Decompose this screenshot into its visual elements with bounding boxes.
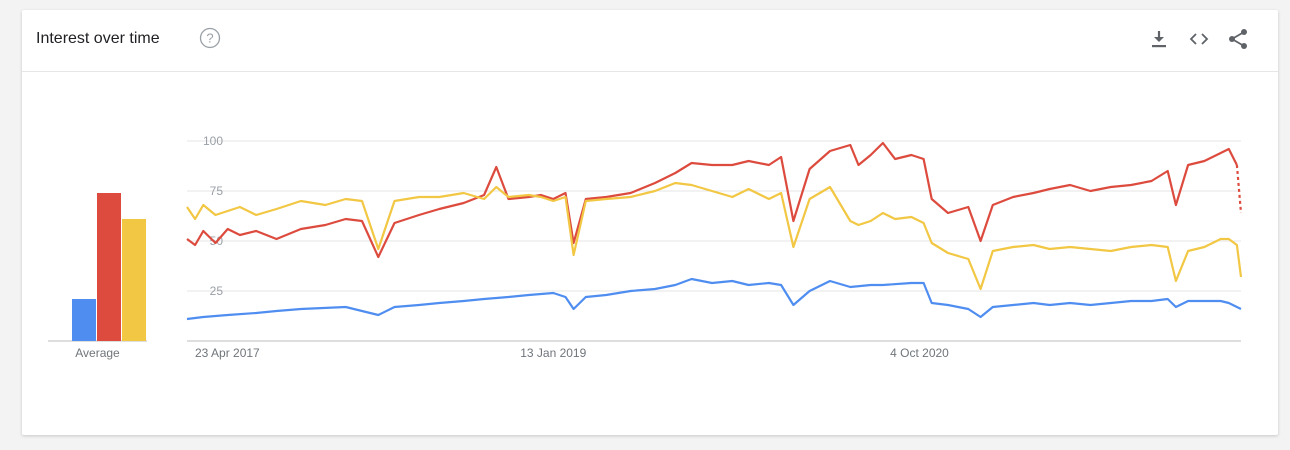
embed-button[interactable] [1187, 27, 1211, 51]
average-bar[interactable] [72, 299, 96, 341]
y-tick-label: 75 [210, 184, 224, 198]
chart-grid [48, 140, 1241, 342]
share-button[interactable] [1226, 27, 1250, 51]
share-icon [1229, 29, 1247, 49]
code-icon [1189, 33, 1209, 45]
card-title: Interest over time [36, 30, 160, 47]
average-bar[interactable] [122, 219, 146, 341]
download-icon [1152, 31, 1166, 48]
x-tick-label: 23 Apr 2017 [195, 346, 260, 360]
x-axis-ticks: 23 Apr 2017 13 Jan 2019 4 Oct 2020 [195, 346, 949, 360]
x-tick-label: 13 Jan 2019 [520, 346, 586, 360]
help-circle-icon[interactable]: ? [199, 27, 221, 49]
y-tick-label: 100 [203, 134, 223, 148]
series-line[interactable] [186, 181, 1243, 291]
series-partial-line [1235, 164, 1243, 214]
average-bars: Average [72, 193, 146, 360]
series-line[interactable] [186, 277, 1242, 321]
average-bar[interactable] [97, 193, 121, 341]
series-line[interactable] [186, 141, 1238, 259]
interest-over-time-card: Interest over time ? [22, 10, 1278, 435]
y-tick-label: 25 [210, 284, 224, 298]
download-button[interactable] [1147, 27, 1171, 51]
x-tick-label: 4 Oct 2020 [890, 346, 949, 360]
svg-text:?: ? [206, 31, 213, 46]
average-label: Average [75, 346, 120, 360]
series-lines[interactable] [186, 141, 1243, 321]
card-header: Interest over time ? [22, 10, 1278, 72]
